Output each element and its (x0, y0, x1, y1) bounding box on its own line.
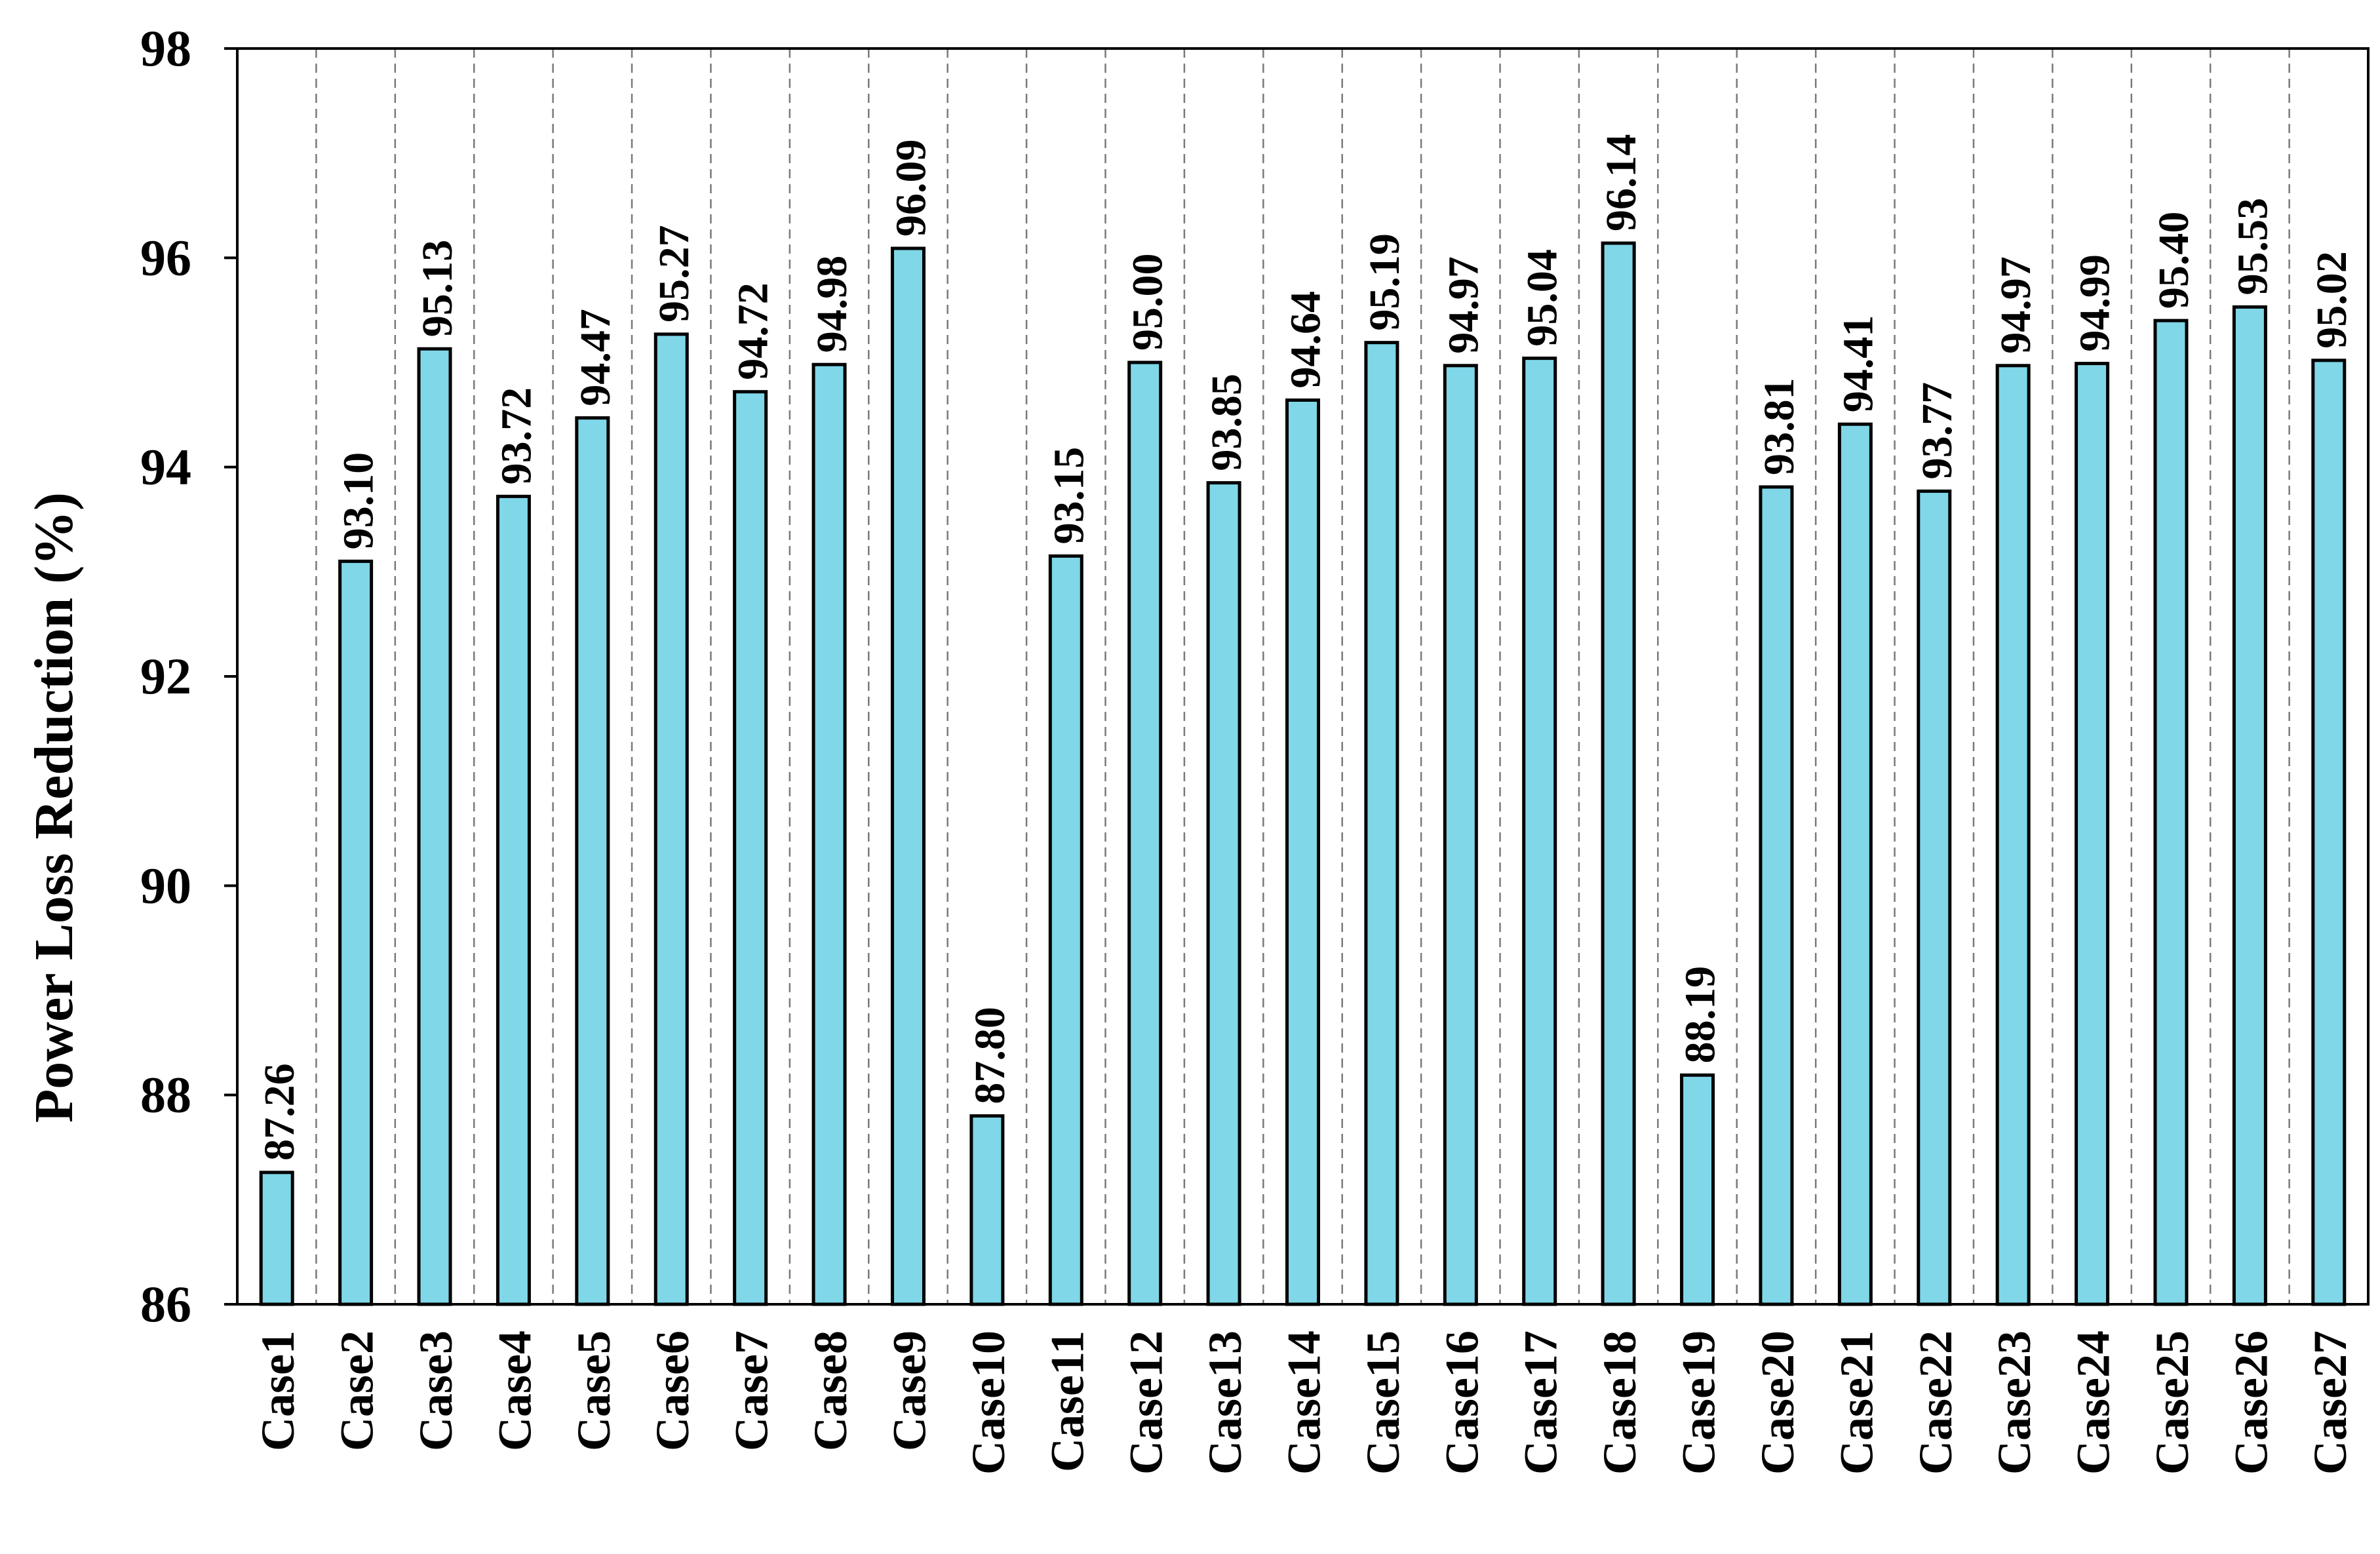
x-tick-label: Case4 (488, 1331, 541, 1451)
x-tick-label: Case17 (1515, 1331, 1567, 1475)
data-label: 93.81 (1755, 378, 1803, 476)
data-label: 95.00 (1124, 254, 1172, 351)
x-tick-label: Case24 (2067, 1331, 2120, 1475)
bar (2075, 362, 2110, 1306)
x-tick-label: Case16 (1435, 1331, 1488, 1475)
data-label: 95.27 (650, 225, 698, 322)
x-tick-label: Case22 (1909, 1331, 1962, 1475)
y-tick-label: 90 (140, 857, 191, 914)
data-label: 94.98 (808, 256, 856, 353)
x-tick-label: Case14 (1278, 1331, 1331, 1475)
bar (890, 246, 926, 1306)
y-axis-title: Power Loss Reduction (%) (24, 492, 85, 1123)
x-tick-label: Case19 (1673, 1331, 1725, 1475)
x-tick-label: Case3 (410, 1331, 462, 1451)
data-label: 94.97 (1439, 256, 1487, 354)
bar (338, 559, 374, 1306)
axes: 86 88 90 92 94 96 98 (140, 20, 2370, 1332)
x-tick-label: Case12 (1120, 1331, 1173, 1475)
bar (733, 390, 768, 1306)
data-label: 94.99 (2071, 254, 2119, 352)
data-label: 94.72 (730, 282, 777, 380)
data-label: 94.41 (1834, 315, 1882, 413)
bar (654, 332, 689, 1306)
data-label: 95.04 (1519, 249, 1567, 347)
y-tick-label: 88 (140, 1066, 191, 1123)
data-label: 87.80 (966, 1007, 1014, 1104)
data-label: 95.40 (2150, 212, 2198, 309)
x-tick-label: Case10 (962, 1331, 1015, 1475)
bar (1048, 554, 1083, 1306)
bar (2232, 305, 2267, 1306)
bar (259, 1171, 294, 1306)
bar (1443, 364, 1478, 1306)
bar (575, 416, 610, 1306)
x-tick-label: Case23 (1988, 1331, 2040, 1475)
x-tick-label: Case8 (804, 1331, 857, 1451)
x-tick-label: Case13 (1199, 1331, 1251, 1475)
grid-lines (315, 49, 2290, 1304)
bar (1601, 241, 1636, 1306)
data-label: 93.15 (1045, 447, 1093, 545)
bar (496, 494, 531, 1306)
bar (1680, 1073, 1715, 1306)
bar (1206, 481, 1241, 1306)
data-label: 93.10 (335, 452, 383, 550)
data-label: 96.09 (887, 139, 935, 237)
data-label: 94.97 (1992, 256, 2040, 354)
bar (1127, 360, 1163, 1306)
bars (259, 241, 2347, 1306)
data-labels: 87.26 Case1 93.10 Case2 95.13 Case3 93.72 Case4… (252, 134, 2356, 1475)
x-tick-label: Case20 (1751, 1331, 1804, 1475)
data-label: 95.53 (2229, 198, 2276, 296)
bar (1759, 485, 1794, 1306)
x-tick-label: Case15 (1357, 1331, 1409, 1475)
y-tick-label: 94 (140, 438, 191, 495)
x-tick-label: Case21 (1830, 1331, 1883, 1475)
x-tick-label: Case5 (568, 1331, 620, 1451)
data-label: 95.13 (414, 240, 461, 338)
y-tick-label: 96 (140, 229, 191, 286)
x-tick-label: Case26 (2225, 1331, 2277, 1475)
data-label: 87.26 (256, 1063, 303, 1161)
bar (2153, 319, 2189, 1306)
bar (1522, 357, 1557, 1306)
y-tick-label: 86 (140, 1275, 191, 1332)
x-tick-label: Case27 (2304, 1331, 2356, 1475)
x-tick-label: Case25 (2146, 1331, 2198, 1475)
bar (969, 1114, 1005, 1306)
bar (811, 362, 847, 1306)
x-tick-label: Case11 (1041, 1331, 1093, 1472)
data-label: 93.77 (1913, 382, 1961, 480)
data-label: 93.85 (1203, 374, 1251, 471)
data-label: 94.47 (572, 309, 619, 406)
x-tick-label: Case7 (726, 1331, 778, 1451)
data-label: 88.19 (1677, 966, 1725, 1064)
data-label: 96.14 (1597, 134, 1645, 231)
x-tick-label: Case6 (646, 1331, 699, 1451)
bar (1364, 341, 1399, 1306)
data-label: 95.19 (1361, 233, 1409, 331)
bar (1917, 489, 1952, 1306)
x-tick-label: Case9 (883, 1331, 935, 1451)
y-tick-label: 92 (140, 648, 191, 705)
x-tick-label: Case1 (252, 1331, 304, 1451)
data-label: 95.02 (2308, 251, 2356, 349)
bar (1285, 398, 1320, 1306)
data-label: 94.64 (1282, 291, 1330, 389)
bar (1837, 422, 1873, 1306)
bar (417, 347, 452, 1306)
x-tick-label: Case2 (331, 1331, 383, 1451)
y-tick-label: 98 (140, 20, 191, 77)
x-tick-label: Case18 (1593, 1331, 1646, 1475)
bar (2311, 359, 2347, 1306)
bar (1995, 364, 2031, 1306)
data-label: 93.72 (492, 387, 540, 485)
